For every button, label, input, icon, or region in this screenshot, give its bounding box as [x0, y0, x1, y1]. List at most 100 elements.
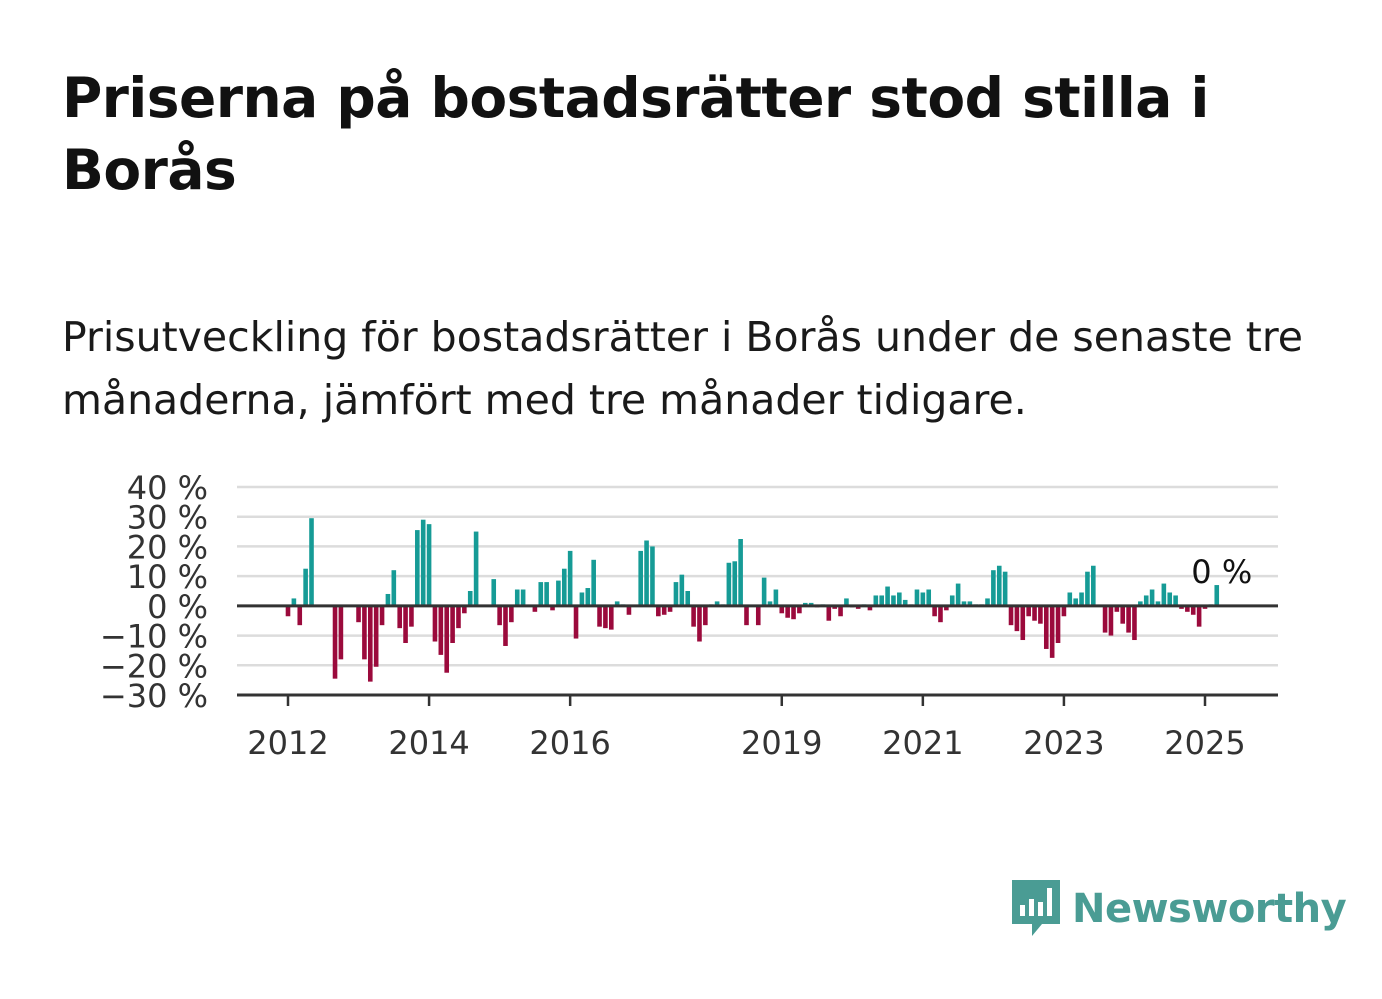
bar: [902, 599, 908, 606]
bar: [885, 586, 890, 606]
bar: [285, 605, 291, 617]
bar: [591, 559, 596, 606]
bar: [761, 577, 767, 606]
bar: [714, 601, 720, 606]
bar: [438, 605, 444, 655]
bar: [444, 605, 450, 673]
bar: [926, 589, 932, 606]
x-tick-label: 2019: [741, 724, 822, 762]
bar: [1161, 583, 1167, 606]
bar: [1196, 605, 1202, 627]
bar: [603, 605, 608, 629]
bar: [561, 568, 567, 606]
y-tick-label: −30 %: [100, 677, 208, 715]
bar: [920, 592, 926, 606]
bar: [356, 605, 361, 623]
bar: [1132, 605, 1137, 641]
newsworthy-logo[interactable]: Newsworthy: [1010, 878, 1347, 940]
bar: [991, 570, 996, 606]
bar: [1091, 565, 1096, 606]
bar: [1061, 605, 1067, 617]
bar: [1214, 585, 1220, 606]
bar: [679, 574, 685, 606]
bar: [497, 605, 502, 626]
y-tick-label: −10 %: [100, 618, 208, 656]
bar: [397, 605, 402, 629]
bar: [426, 524, 432, 606]
bar: [1049, 605, 1055, 658]
bar: [544, 582, 549, 606]
y-tick-label: 10 %: [127, 558, 208, 596]
bar: [691, 605, 696, 627]
bar: [656, 605, 661, 617]
bar: [297, 605, 303, 626]
bar: [767, 601, 773, 606]
bar: [738, 539, 743, 606]
bar: [462, 605, 467, 614]
bar: [432, 605, 438, 642]
bar: [609, 605, 614, 630]
bar: [338, 605, 344, 660]
bar: [614, 601, 620, 606]
bar: [473, 531, 479, 606]
bar: [785, 605, 790, 618]
y-tick-label: 30 %: [127, 499, 208, 537]
bar: [1155, 601, 1161, 606]
bar: [838, 605, 843, 617]
bar: [579, 592, 585, 606]
bar: [556, 580, 561, 606]
bar: [897, 592, 902, 606]
bar: [1126, 605, 1131, 633]
bar: [996, 565, 1002, 606]
bar: [1138, 601, 1143, 606]
bar: [732, 561, 738, 606]
bar: [1079, 592, 1084, 606]
bar: [1032, 605, 1037, 621]
bar: [362, 605, 367, 660]
bar: [1143, 595, 1149, 606]
bar: [955, 583, 961, 606]
bar: [703, 605, 708, 626]
bar: [949, 595, 955, 606]
bar: [1002, 571, 1008, 606]
bar: [1108, 605, 1114, 636]
bar: [673, 582, 679, 606]
bar: [597, 605, 602, 627]
bar: [1043, 605, 1049, 649]
bar: [726, 562, 732, 606]
chart-subtitle: Prisutveckling för bostadsrätter i Borås…: [62, 313, 1304, 424]
bar: [844, 598, 849, 606]
bar: [967, 601, 973, 606]
bar: [1014, 605, 1020, 632]
bar: [1120, 605, 1126, 624]
x-tick-label: 2021: [882, 724, 963, 762]
bar: [379, 605, 385, 626]
bar: [409, 605, 414, 627]
bar: [550, 605, 555, 611]
bar: [1149, 589, 1155, 606]
bar: [1020, 605, 1026, 641]
y-tick-label: −20 %: [100, 647, 208, 685]
bar: [367, 605, 373, 682]
bar-chart: 40 %30 %20 %10 %0 %−10 %−20 %−30 %2012 20…: [100, 469, 1278, 762]
newsworthy-bar-chart-icon: [1012, 880, 1060, 936]
bar: [573, 605, 579, 639]
bar: [644, 540, 649, 606]
bar: [1185, 605, 1190, 612]
bar: [403, 605, 408, 643]
bar: [638, 550, 643, 606]
logo-text: Newsworthy: [1072, 886, 1347, 932]
bar: [1026, 605, 1031, 617]
bar: [932, 605, 937, 617]
bar: [1173, 595, 1178, 606]
bar: [879, 595, 884, 606]
bar: [873, 595, 879, 606]
bar: [291, 598, 297, 606]
x-tick-label: 2016: [529, 724, 610, 762]
bar: [779, 605, 785, 614]
bar: [867, 605, 873, 611]
bar: [755, 605, 761, 626]
bar: [1114, 605, 1120, 612]
bar: [520, 589, 526, 606]
bar: [650, 546, 655, 606]
